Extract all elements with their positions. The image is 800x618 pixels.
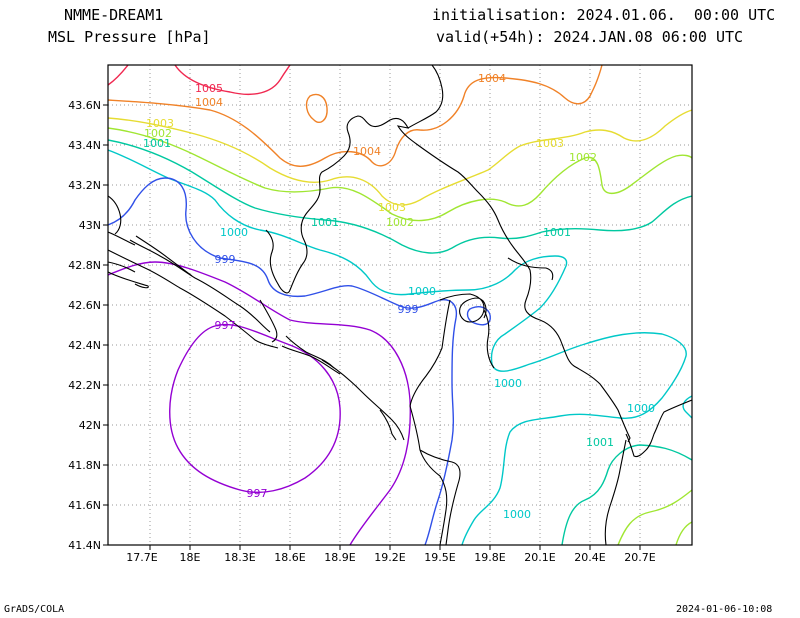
lat-tick-label: 41.6N <box>68 499 101 512</box>
valid-time: valid(+54h): 2024.JAN.08 06:00 UTC <box>436 28 744 46</box>
lon-tick-label: 17.7E <box>126 551 157 564</box>
lat-tick-label: 41.4N <box>68 539 101 552</box>
lat-tick-label: 42.6N <box>68 299 101 312</box>
contour-label: 1002 <box>386 216 414 229</box>
longitude-labels: 17.7E 18E 18.3E 18.6E 18.9E 19.2E 19.5E … <box>126 551 655 564</box>
footer-software: GrADS/COLA <box>4 604 65 615</box>
lat-tick-label: 42N <box>79 419 101 432</box>
contour-labels: 1005 1004 1004 1004 1003 1003 1003 1002 … <box>143 72 655 521</box>
lat-tick-label: 42.4N <box>68 339 101 352</box>
contour-label: 997 <box>215 319 236 332</box>
lon-tick-label: 19.5E <box>424 551 455 564</box>
lon-tick-label: 20.7E <box>624 551 655 564</box>
contour-label: 1000 <box>220 226 248 239</box>
contour-label: 1003 <box>378 201 406 214</box>
contour-label: 1004 <box>478 72 506 85</box>
contour-label: 997 <box>247 487 268 500</box>
lon-tick-label: 19.2E <box>374 551 405 564</box>
footer-timestamp: 2024-01-06-10:08 <box>676 604 773 615</box>
isobar-1004 <box>108 65 603 167</box>
lon-tick-label: 20.4E <box>574 551 605 564</box>
contour-label: 1000 <box>494 377 522 390</box>
isobar-1001 <box>108 139 692 254</box>
contour-label: 1000 <box>627 402 655 415</box>
lat-tick-label: 43.6N <box>68 99 101 112</box>
contour-label: 1001 <box>311 216 339 229</box>
contour-label: 1000 <box>408 285 436 298</box>
isobar-1001-se <box>561 444 692 545</box>
contour-label: 1001 <box>143 137 171 150</box>
contour-label: 999 <box>215 253 236 266</box>
contour-label: 1004 <box>195 96 223 109</box>
lat-tick-label: 43.2N <box>68 179 101 192</box>
isobar-997-low <box>169 323 341 493</box>
lat-tick-label: 42.2N <box>68 379 101 392</box>
grid-lines <box>108 65 692 545</box>
lon-tick-label: 20.1E <box>524 551 555 564</box>
lon-tick-label: 18.9E <box>324 551 355 564</box>
isobar-1003 <box>108 109 692 206</box>
isobar-999 <box>108 177 458 545</box>
lon-tick-label: 18.6E <box>274 551 305 564</box>
lon-tick-label: 19.8E <box>474 551 505 564</box>
lat-tick-label: 43.4N <box>68 139 101 152</box>
isobar-1002 <box>108 127 692 222</box>
tick-marks <box>103 104 641 550</box>
lat-tick-label: 42.8N <box>68 259 101 272</box>
isobar-997-outer <box>108 261 412 545</box>
contour-label: 1001 <box>586 436 614 449</box>
coastline <box>108 65 692 545</box>
latitude-labels: 41.4N 41.6N 41.8N 42N 42.2N 42.4N 42.6N … <box>68 99 101 552</box>
lon-tick-label: 18.3E <box>224 551 255 564</box>
isobar-1000-e <box>682 395 692 419</box>
isobar-1004-cell <box>305 93 328 124</box>
contour-label: 1002 <box>569 151 597 164</box>
contour-label: 1004 <box>353 145 381 158</box>
isobar-1002-se <box>617 489 692 545</box>
contour-label: 999 <box>398 303 419 316</box>
lat-tick-label: 43N <box>79 219 101 232</box>
model-title: NMME-DREAM1 <box>64 6 164 24</box>
contour-label: 1001 <box>543 226 571 239</box>
contour-label: 1005 <box>195 82 223 95</box>
lat-tick-label: 41.8N <box>68 459 101 472</box>
variable-title: MSL Pressure [hPa] <box>48 28 211 46</box>
contour-label: 1000 <box>503 508 531 521</box>
isobar-1005 <box>108 65 291 96</box>
initialisation-time: initialisation: 2024.01.06. 00:00 UTC <box>432 6 776 24</box>
contour-label: 1003 <box>536 137 564 150</box>
lon-tick-label: 18E <box>180 551 201 564</box>
isobar-1000 <box>108 149 687 545</box>
contour-label: 1002 <box>144 127 172 140</box>
contour-label: 1003 <box>146 117 174 130</box>
